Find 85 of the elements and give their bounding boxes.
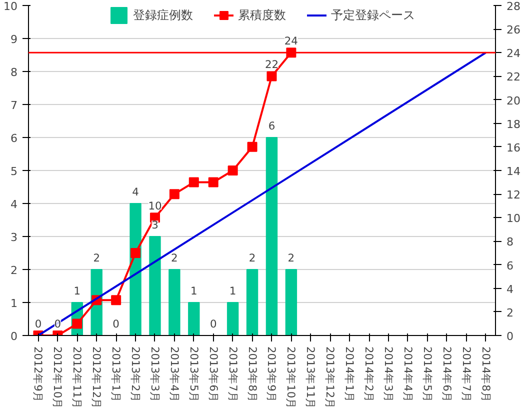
data-label: 2 (248, 252, 256, 264)
x-tick-label: 2013年7月 (226, 346, 240, 402)
y-tick-label: 5 (10, 165, 18, 178)
bar (226, 302, 239, 336)
data-label: 2 (171, 252, 178, 264)
data-label: 22 (264, 58, 279, 72)
y2-tick-label: 8 (506, 236, 514, 249)
x-tick-label: 2014年5月 (420, 346, 434, 402)
x-tick-label: 2013年1月 (110, 346, 123, 402)
x-tick-label: 2012年10月 (51, 346, 64, 410)
x-tick-label: 2014年8月 (479, 346, 492, 402)
point (169, 189, 180, 200)
point (247, 142, 258, 152)
x-tick-label: 2013年6月 (206, 346, 220, 402)
x-tick-label: 2013年8月 (246, 346, 259, 402)
data-label: 0 (112, 318, 120, 330)
point (130, 248, 141, 258)
data-label: 0 (210, 318, 217, 330)
y-tick-label: 4 (10, 198, 18, 211)
y-tick-label: 8 (10, 66, 18, 79)
y2-tick-label: 18 (506, 118, 520, 131)
x-tick-label: 2013年4月 (168, 346, 181, 402)
y2-tick-label: 10 (506, 212, 520, 226)
data-label: 0 (54, 318, 62, 330)
y2-tick-label: 24 (506, 47, 520, 60)
x-tick-label: 2012年9月 (32, 346, 45, 402)
y2-tick-label: 14 (506, 165, 520, 178)
point (188, 177, 199, 188)
bar (285, 269, 298, 336)
data-label: 24 (284, 34, 298, 48)
x-tick-label: 2014年7月 (460, 346, 473, 402)
data-label: 1 (229, 284, 236, 298)
y2-tick-label: 2 (506, 306, 514, 320)
y-tick-label: 9 (10, 33, 18, 46)
y-tick-label: 0 (10, 330, 18, 343)
bar (168, 269, 180, 336)
x-tick-label: 2013年9月 (265, 346, 278, 402)
point (111, 295, 122, 306)
data-label: 10 (148, 200, 162, 213)
data-label: 1 (74, 284, 81, 298)
y2-tick-label: 16 (506, 141, 520, 154)
y-tick-label: 6 (10, 132, 18, 145)
legend-label: 登録症例数 (133, 6, 193, 24)
point (208, 177, 218, 188)
y2-tick-label: 6 (506, 259, 514, 272)
x-tick-label: 2013年3月 (148, 346, 162, 402)
y2-tick-label: 0 (506, 330, 514, 343)
bar (188, 302, 200, 336)
y-tick-label: 1 (10, 297, 18, 310)
y2-tick-label: 28 (506, 0, 520, 13)
y-tick-label: 3 (10, 231, 18, 244)
x-tick-label: 2013年10月 (284, 346, 298, 410)
legend-label: 累積度数 (238, 6, 286, 24)
x-tick-label: 2013年11月 (304, 346, 318, 410)
y2-tick-label: 26 (506, 24, 520, 37)
y-tick-label: 10 (4, 0, 18, 13)
data-label: 2 (288, 252, 295, 264)
data-label: 1 (190, 284, 198, 298)
data-label: 6 (268, 120, 276, 132)
point (266, 71, 277, 82)
y2-tick-label: 22 (506, 70, 520, 84)
legend-label: 予定登録ペース (331, 6, 415, 24)
y2-tick-label: 12 (506, 188, 520, 202)
data-label: 0 (34, 318, 42, 330)
x-tick-label: 2013年2月 (129, 346, 142, 402)
x-tick-label: 2013年12月 (324, 346, 337, 410)
x-tick-label: 2014年4月 (401, 346, 414, 402)
bar (266, 137, 278, 336)
x-tick-label: 2014年1月 (343, 346, 356, 402)
x-tick-label: 2012年12月 (90, 346, 104, 410)
data-label: 3 (152, 218, 158, 232)
x-tick-label: 2013年5月 (187, 346, 200, 402)
y2-tick-label: 20 (506, 94, 520, 108)
point (228, 166, 238, 176)
y2-tick-label: 4 (506, 282, 514, 296)
x-tick-label: 2012年11月 (70, 346, 84, 410)
data-label: 4 (132, 186, 140, 198)
y-tick-label: 2 (10, 264, 18, 277)
x-tick-label: 2014年2月 (362, 346, 376, 402)
x-tick-label: 2014年6月 (440, 346, 454, 402)
bar (246, 269, 258, 336)
x-tick-label: 2014年3月 (382, 346, 395, 402)
data-label: 2 (93, 252, 100, 264)
bar (149, 236, 161, 336)
y-tick-label: 7 (10, 99, 18, 112)
